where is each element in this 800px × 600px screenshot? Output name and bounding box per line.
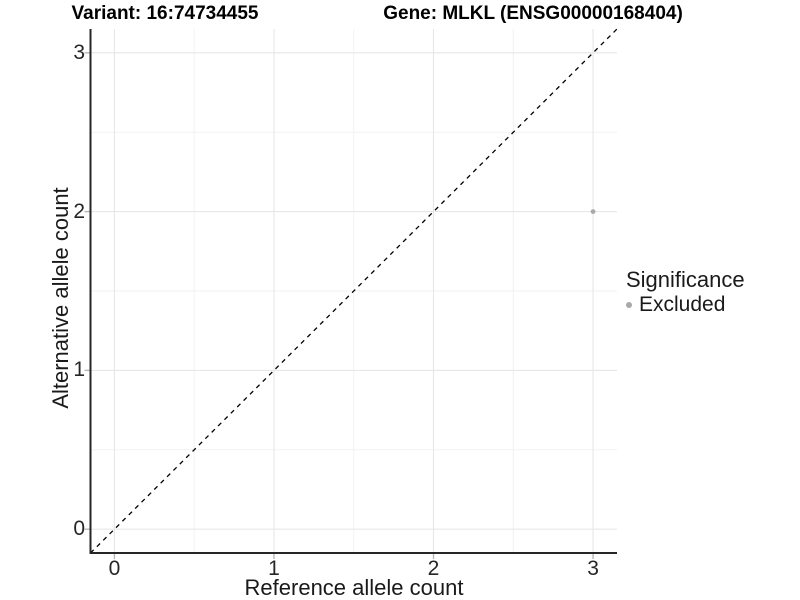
y-tick-label: 0 [73, 517, 85, 541]
legend-item-label: Excluded [639, 293, 726, 316]
legend-item: Excluded [626, 293, 745, 317]
x-tick-label: 0 [108, 557, 121, 580]
legend-point-icon [626, 302, 632, 308]
legend-items: Excluded [626, 293, 745, 317]
identity-line [90, 28, 618, 554]
legend-title: Significance [626, 267, 745, 292]
x-tick-label: 3 [587, 557, 599, 580]
y-tick-label: 1 [73, 358, 85, 382]
variant-title: Variant: 16:74734455 [71, 3, 259, 24]
y-axis-title: Alternative allele count [48, 187, 73, 409]
x-tick-label: 1 [268, 557, 280, 580]
y-tick-label: 3 [73, 40, 85, 64]
x-tick-label: 2 [427, 557, 440, 580]
legend: Significance Excluded [626, 267, 745, 317]
x-axis-title: Reference allele count [244, 575, 464, 600]
gene-title: Gene: MLKL (ENSG00000168404) [383, 3, 683, 24]
data-point [590, 209, 596, 215]
y-tick-label: 2 [73, 199, 85, 223]
